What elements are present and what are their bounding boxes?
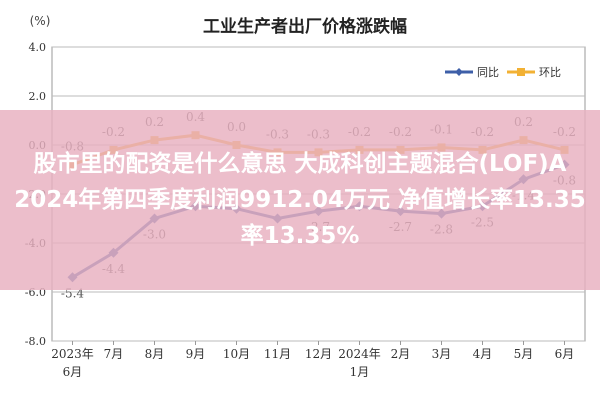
x-tick-label: 2023年 [51, 347, 94, 361]
legend-marker-yoy [455, 68, 463, 76]
overlay-text-line-1: 股市里的配资是什么意思 大成科创主题混合(LOF)A [33, 151, 567, 177]
x-tick-label: 4月 [473, 347, 493, 361]
promo-overlay-banner[interactable]: 股市里的配资是什么意思 大成科创主题混合(LOF)A 2024年第四季度利润99… [0, 110, 600, 290]
x-tick-label: 6月 [555, 347, 575, 361]
y-axis-unit: (%) [30, 14, 51, 28]
x-tick-label: 5月 [514, 347, 534, 361]
x-tick-label: 2024年 [338, 347, 381, 361]
x-tick-label: 9月 [186, 347, 206, 361]
x-tick-label: 3月 [432, 347, 452, 361]
x-tick-label: 8月 [145, 347, 165, 361]
x-tick-label: 10月 [223, 347, 250, 361]
overlay-text-line-3: 率13.35% [240, 223, 360, 249]
x-tick-label: 7月 [104, 347, 124, 361]
x-tick-label: 6月 [63, 365, 83, 379]
y-tick-label: 4.0 [29, 41, 47, 54]
y-tick-label: -8.0 [25, 335, 46, 348]
legend-label: 环比 [539, 66, 561, 79]
legend-label: 同比 [477, 66, 499, 79]
x-tick-label: 12月 [305, 347, 332, 361]
overlay-text-line-2: 2024年第四季度利润9912.04万元 净值增长率13.35 [14, 187, 586, 213]
y-tick-label: 2.0 [29, 90, 47, 103]
chart-title: 工业生产者出厂价格涨跌幅 [203, 16, 407, 37]
x-tick-label: 2月 [391, 347, 411, 361]
x-tick-label: 11月 [264, 347, 291, 361]
x-tick-label: 1月 [350, 365, 370, 379]
legend-marker-mom [517, 68, 525, 76]
